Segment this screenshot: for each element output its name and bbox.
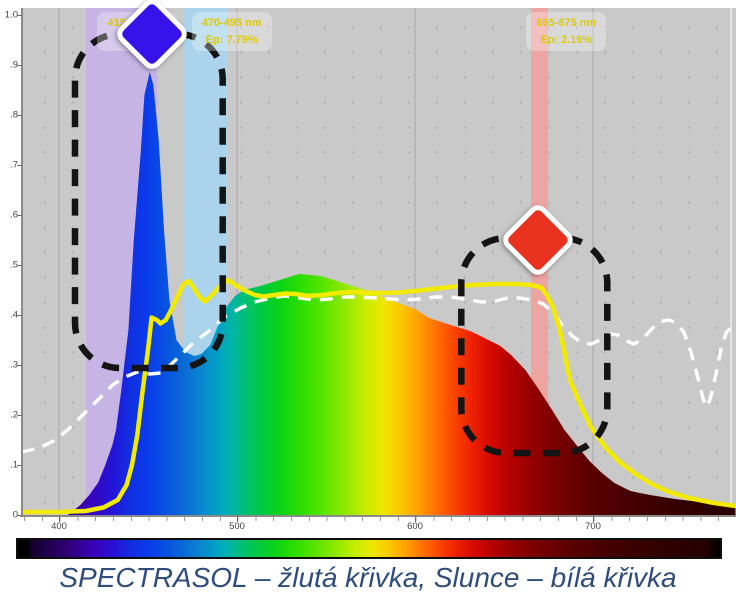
figure-caption: SPECTRASOL – žlutá křivka, Slunce – bílá… [59,562,677,593]
y-tick-mark [17,165,22,166]
y-tick-label: .5 [10,259,18,271]
dashed-box-red-region [458,234,611,457]
y-tick-mark [17,465,22,466]
x-minor-ticks [24,517,736,521]
x-tick-label: 400 [51,521,67,532]
band-ep-label: Ep: 7.79% [205,33,258,46]
y-tick-label: .3 [10,359,18,371]
chart-canvas [21,30,736,515]
x-tick-label: 500 [229,521,245,532]
spectrum-area [67,72,736,515]
y-tick-mark [17,415,22,416]
band-cyan-label: 470-495 nm Ep: 7.79% [191,12,272,51]
band-range-label: 470-495 nm [201,17,262,29]
gridline-vertical [58,8,60,515]
x-tick-mark [415,516,416,522]
band-ep-label: Ep: 2.16% [540,33,593,46]
x-tick-mark [593,516,594,522]
gridline-vertical [236,8,238,515]
y-tick-label: .2 [10,409,18,421]
y-tick-mark [17,265,22,266]
y-tick-mark [17,215,22,216]
y-tick-label: .4 [10,309,18,321]
y-tick-label: .7 [10,159,18,171]
y-tick-label: 1.0 [4,9,18,21]
y-tick-mark [17,115,22,116]
x-tick-mark [59,516,60,522]
y-tick-mark [17,365,22,366]
y-axis-line [21,8,23,517]
y-tick-mark [17,515,22,516]
y-tick-label: .9 [10,59,18,71]
spectrum-colorbar [16,538,722,559]
gridline-vertical [592,8,594,515]
y-axis: 1.0 .9 .8 .7 .6 .5 .4 .3 .2 .1 0 [0,0,21,522]
y-tick-label: .6 [10,209,18,221]
band-range-label: 665-675 nm [536,17,597,29]
x-tick-mark [237,516,238,522]
y-tick-label: .1 [10,459,18,471]
y-tick-mark [17,315,22,316]
x-axis-line [20,515,736,517]
y-tick-label: 0 [12,509,18,521]
band-red-label: 665-675 nm Ep: 2.16% [526,12,607,51]
y-tick-mark [17,15,22,16]
dashed-annotation-boxes [71,30,611,457]
dashed-box-blue-region [71,30,226,372]
spectrasol-curve [22,277,736,515]
x-tick-label: 600 [407,521,423,532]
x-tick-label: 700 [585,521,601,532]
gridline-vertical [414,8,416,515]
y-tick-label: .8 [10,109,18,121]
plot-right-border [730,8,732,515]
sun-curve [21,294,735,454]
y-tick-mark [17,65,22,66]
